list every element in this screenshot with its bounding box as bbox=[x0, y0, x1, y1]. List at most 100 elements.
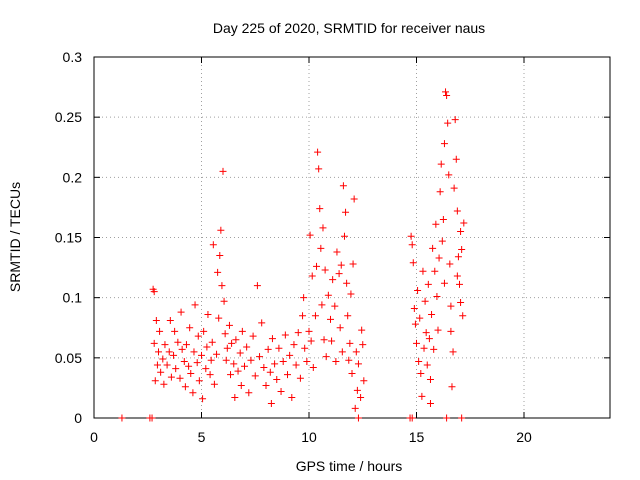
data-point bbox=[299, 312, 307, 320]
data-point bbox=[208, 338, 216, 346]
data-point bbox=[215, 314, 223, 322]
data-point bbox=[245, 389, 253, 397]
data-point bbox=[351, 404, 359, 412]
data-point bbox=[424, 280, 432, 288]
data-point bbox=[176, 374, 184, 382]
data-point bbox=[177, 308, 185, 316]
data-point bbox=[178, 345, 186, 353]
y-tick-label: 0.05 bbox=[55, 350, 82, 366]
data-point bbox=[408, 414, 416, 422]
data-point bbox=[420, 344, 428, 352]
data-point bbox=[413, 339, 420, 347]
data-point bbox=[332, 357, 340, 365]
data-point bbox=[185, 362, 193, 370]
data-point bbox=[153, 361, 161, 369]
data-point bbox=[414, 286, 422, 294]
data-point bbox=[428, 311, 436, 319]
data-point bbox=[163, 361, 171, 369]
data-point bbox=[195, 377, 203, 385]
data-point bbox=[206, 371, 214, 379]
data-point bbox=[260, 363, 268, 371]
data-point bbox=[429, 244, 437, 252]
data-point bbox=[435, 254, 443, 262]
data-point bbox=[448, 383, 456, 391]
data-point bbox=[357, 394, 365, 402]
data-point bbox=[303, 357, 311, 365]
data-point bbox=[327, 315, 334, 323]
data-point bbox=[241, 362, 248, 370]
data-point bbox=[209, 241, 217, 249]
data-point bbox=[238, 327, 246, 335]
data-point bbox=[343, 279, 351, 287]
data-point bbox=[305, 327, 313, 335]
data-point bbox=[443, 92, 451, 100]
data-point bbox=[230, 360, 238, 368]
data-point bbox=[447, 302, 455, 310]
data-point bbox=[258, 319, 266, 327]
data-point bbox=[264, 345, 272, 353]
data-point bbox=[454, 253, 462, 261]
data-point bbox=[320, 336, 328, 344]
data-point bbox=[281, 331, 289, 339]
data-point bbox=[174, 338, 182, 346]
data-point bbox=[213, 350, 221, 358]
data-point bbox=[203, 343, 211, 351]
data-point bbox=[214, 268, 222, 276]
data-point bbox=[415, 357, 423, 365]
data-point bbox=[182, 341, 190, 349]
data-point bbox=[279, 357, 287, 365]
data-point bbox=[340, 232, 348, 240]
data-point bbox=[307, 337, 315, 345]
data-point bbox=[457, 298, 465, 306]
data-point bbox=[313, 262, 321, 270]
data-point bbox=[352, 348, 360, 356]
data-point bbox=[160, 380, 168, 388]
data-point bbox=[338, 348, 346, 356]
y-axis-label: SRMTID / TECUs bbox=[7, 182, 23, 292]
data-point bbox=[253, 282, 261, 290]
data-point bbox=[262, 382, 270, 390]
data-point bbox=[159, 355, 167, 363]
data-points bbox=[118, 88, 468, 422]
chart-title: Day 225 of 2020, SRMTID for receiver nau… bbox=[213, 20, 485, 36]
data-point bbox=[167, 373, 175, 381]
data-point bbox=[249, 332, 257, 340]
data-point bbox=[360, 377, 368, 385]
data-point bbox=[294, 329, 302, 337]
data-point bbox=[290, 341, 298, 349]
data-point bbox=[347, 290, 355, 298]
data-point bbox=[453, 272, 461, 280]
data-point bbox=[333, 248, 341, 256]
data-point bbox=[207, 356, 215, 364]
data-point bbox=[457, 227, 465, 235]
data-point bbox=[237, 382, 245, 390]
data-point bbox=[436, 188, 444, 196]
data-point bbox=[316, 205, 324, 213]
data-point bbox=[301, 344, 309, 352]
data-point bbox=[417, 369, 425, 377]
data-point bbox=[423, 361, 431, 369]
data-point bbox=[407, 232, 415, 240]
data-point bbox=[118, 414, 126, 422]
data-point bbox=[432, 220, 440, 228]
data-point bbox=[181, 383, 189, 391]
data-point bbox=[156, 327, 164, 335]
data-point bbox=[445, 171, 453, 179]
data-point bbox=[422, 329, 430, 337]
data-point bbox=[198, 351, 205, 359]
data-point bbox=[277, 388, 285, 396]
data-point bbox=[339, 182, 347, 190]
x-tick-label: 20 bbox=[516, 429, 532, 445]
x-axis: 0 5 10 15 20 bbox=[90, 57, 532, 445]
data-point bbox=[232, 336, 240, 344]
data-point bbox=[426, 375, 434, 383]
data-point bbox=[416, 314, 424, 322]
data-point bbox=[450, 184, 458, 192]
data-point bbox=[251, 372, 259, 380]
x-tick-label: 10 bbox=[301, 429, 317, 445]
data-point bbox=[193, 359, 201, 367]
data-point bbox=[418, 392, 426, 400]
data-point bbox=[236, 349, 244, 357]
